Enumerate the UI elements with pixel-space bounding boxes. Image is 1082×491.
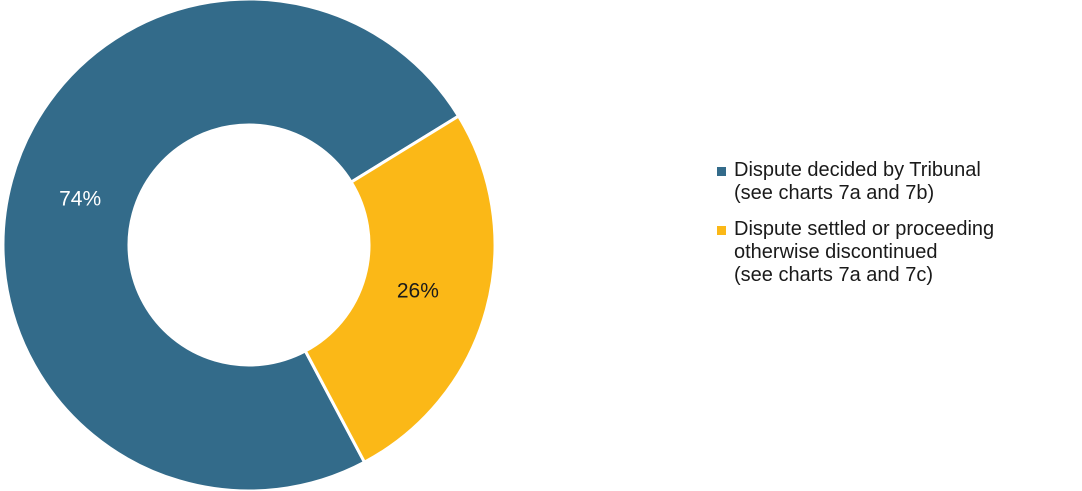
legend-swatch-2 xyxy=(717,226,726,235)
legend-text-line: Dispute settled or proceeding xyxy=(734,218,995,240)
slice-label-1: 74% xyxy=(59,188,101,211)
slice-label-2: 26% xyxy=(397,279,439,302)
legend-text-line: otherwise discontinued xyxy=(734,241,938,263)
legend-text-line: Dispute decided by Tribunal xyxy=(734,159,981,181)
legend-text-line: (see charts 7a and 7c) xyxy=(734,264,933,286)
legend-swatch-1 xyxy=(717,167,726,176)
donut-slice-1 xyxy=(1,0,461,491)
legend-item-1: Dispute decided by Tribunal (see charts 7… xyxy=(717,159,1077,205)
legend-text-line: (see charts 7a and 7b) xyxy=(734,182,935,204)
chart-legend: Dispute decided by Tribunal (see charts 7… xyxy=(717,159,1077,300)
legend-item-2: Dispute settled or proceeding otherwise d… xyxy=(717,218,1077,287)
donut-slice-2 xyxy=(303,114,497,465)
